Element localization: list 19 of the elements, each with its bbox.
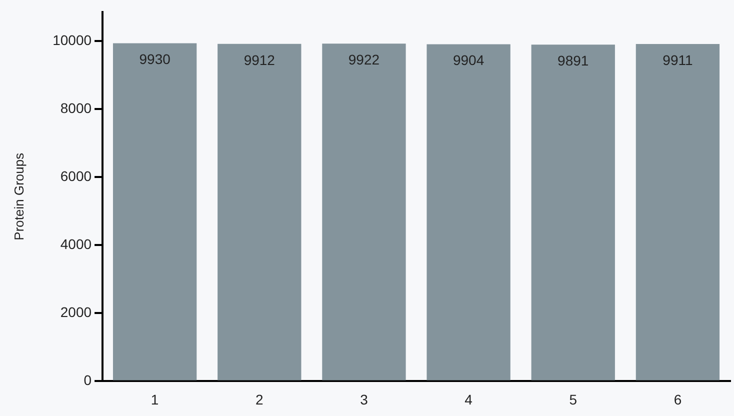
x-tick-label: 6	[674, 391, 682, 408]
y-axis-title: Protein Groups	[11, 152, 26, 240]
y-tick-label: 4000	[60, 236, 92, 252]
y-tick-label: 2000	[60, 304, 92, 320]
y-tick-label: 10000	[52, 32, 92, 48]
data-label: 9904	[452, 52, 484, 68]
data-label: 9930	[139, 51, 171, 68]
y-tick-label: 8000	[60, 100, 92, 116]
y-tick-label: 6000	[60, 168, 92, 184]
data-label: 9922	[348, 51, 380, 68]
x-tick-label: 2	[256, 391, 264, 408]
data-label: 9912	[244, 52, 276, 68]
x-tick-label: 3	[360, 391, 368, 408]
data-label: 9891	[558, 52, 589, 68]
y-tick-label: 0	[84, 372, 92, 388]
x-tick-label: 1	[150, 391, 159, 408]
x-tick-label: 5	[569, 391, 578, 408]
data-label: 9911	[662, 52, 693, 68]
x-tick-label: 4	[464, 391, 473, 408]
